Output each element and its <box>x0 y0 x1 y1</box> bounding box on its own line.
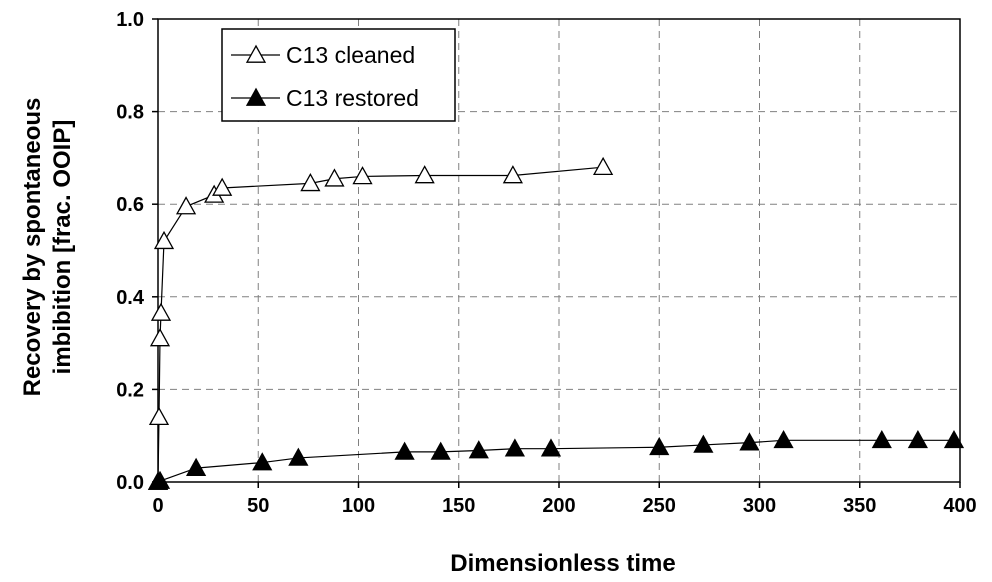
data-point <box>739 432 760 451</box>
x-tick-label: 200 <box>542 495 575 517</box>
x-tick-label: 250 <box>643 495 676 517</box>
x-tick-label: 0 <box>152 495 163 517</box>
data-point <box>504 438 525 457</box>
legend-label-restored: C13 restored <box>286 85 419 111</box>
data-point <box>175 196 197 215</box>
data-point <box>540 438 562 457</box>
data-point <box>149 328 171 347</box>
y-tick-label: 0.2 <box>116 379 144 401</box>
series-line <box>157 166 604 483</box>
data-point <box>150 302 172 321</box>
data-point <box>153 230 175 250</box>
data-point <box>593 156 614 176</box>
data-point <box>352 166 373 185</box>
y-tick-label: 0.8 <box>116 102 144 124</box>
series-0 <box>147 156 614 490</box>
data-point <box>185 457 207 476</box>
y-axis-title-line-1: Recovery by spontaneous <box>19 98 46 397</box>
data-point <box>430 441 451 460</box>
data-point <box>252 452 273 471</box>
x-axis-title: Dimensionless time <box>450 550 675 577</box>
data-point <box>149 470 171 489</box>
legend-marker-restored <box>245 87 267 106</box>
series-line <box>157 439 954 483</box>
legend-marker-cleaned <box>245 44 267 63</box>
data-point <box>907 429 928 449</box>
y-tick-label: 0.4 <box>116 287 145 309</box>
y-tick-label: 1.0 <box>116 9 144 31</box>
x-tick-label: 100 <box>342 495 375 517</box>
x-tick-label: 400 <box>943 495 976 517</box>
axis-ticks: 0 50 100 150 200 250 300 350 400 0.0 0.2 0.4 0.6 0.8 1… <box>116 9 977 517</box>
data-point <box>943 429 965 449</box>
legend-marker-symbol <box>245 44 267 63</box>
data-point <box>288 447 309 466</box>
data-point <box>212 177 233 196</box>
legend-marker-symbol <box>245 87 267 106</box>
data-point <box>394 441 415 460</box>
data-point <box>468 440 489 459</box>
x-tick-label: 150 <box>442 495 475 517</box>
data-point <box>649 436 670 456</box>
series-1 <box>147 429 965 490</box>
y-axis-title-line-2: imbibition [frac. OOIP] <box>49 120 76 375</box>
legend-label-cleaned: C13 cleaned <box>286 42 415 68</box>
x-tick-label: 50 <box>247 495 269 517</box>
data-point <box>148 406 170 426</box>
data-point <box>324 168 345 187</box>
x-tick-label: 350 <box>843 495 876 517</box>
y-tick-label: 0.6 <box>116 194 144 216</box>
data-point <box>693 434 714 453</box>
data-point <box>773 429 794 449</box>
legend: C13 cleaned C13 restored <box>221 28 456 122</box>
x-tick-label: 300 <box>743 495 776 517</box>
data-point <box>871 429 892 449</box>
data-point <box>414 165 435 184</box>
y-tick-label: 0.0 <box>116 472 144 494</box>
series-layer <box>147 156 965 490</box>
data-point <box>502 165 523 184</box>
data-point <box>300 173 321 192</box>
